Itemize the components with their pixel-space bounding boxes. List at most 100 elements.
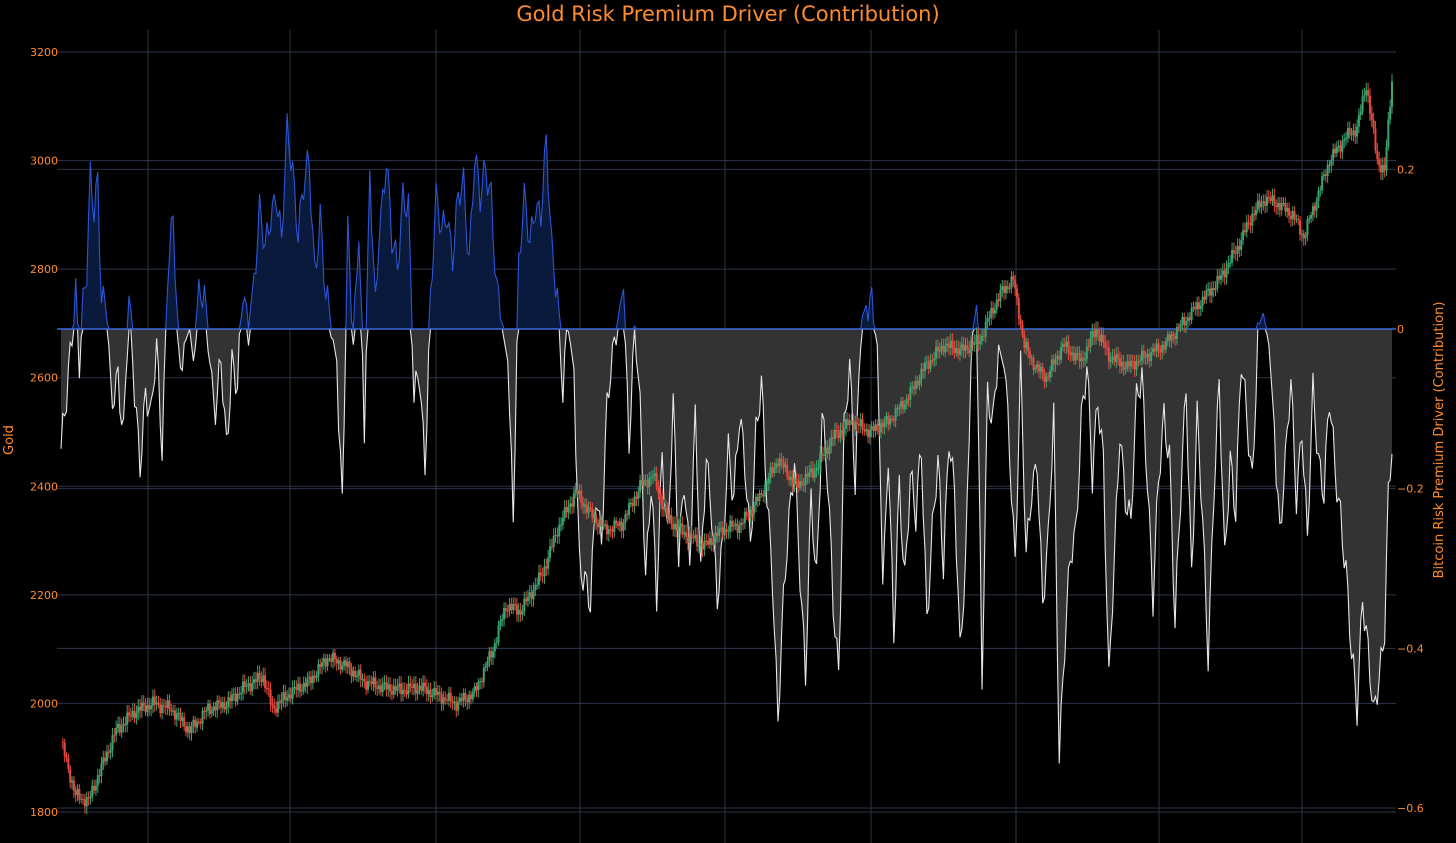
- candle-body: [683, 532, 686, 535]
- candle-body: [1249, 222, 1252, 226]
- candle-body: [1389, 107, 1392, 120]
- candle-body: [1157, 343, 1160, 350]
- candle-body: [225, 706, 228, 710]
- candle-body: [1140, 350, 1143, 361]
- candle-body: [488, 651, 491, 661]
- candle-body: [839, 429, 842, 438]
- candle-body: [583, 504, 586, 507]
- candle-body: [93, 785, 96, 791]
- candle-body: [859, 419, 862, 426]
- candle-body: [617, 524, 620, 526]
- candle-body: [841, 429, 844, 434]
- candle-body: [690, 533, 693, 538]
- candle-body: [657, 487, 660, 494]
- candle-body: [1142, 350, 1145, 358]
- candle-body: [968, 348, 971, 354]
- candle-body: [738, 525, 741, 533]
- candle-body: [870, 426, 873, 430]
- candle-body: [1207, 288, 1210, 291]
- candle-body: [536, 584, 539, 586]
- candle-body: [374, 677, 377, 688]
- candle-body: [670, 515, 673, 525]
- candle-body: [298, 683, 301, 692]
- candle-body: [1251, 213, 1254, 226]
- candle-body: [565, 507, 568, 513]
- candle-body: [157, 702, 160, 705]
- candle-body: [72, 780, 75, 791]
- candle-body: [1243, 230, 1246, 233]
- candle-body: [613, 520, 616, 532]
- candle-body: [830, 437, 833, 446]
- candle-body: [1365, 90, 1368, 96]
- candle-body: [1218, 275, 1221, 280]
- candle-body: [1115, 354, 1118, 363]
- candle-body: [146, 704, 149, 713]
- candle-body: [514, 603, 517, 605]
- candle-body: [321, 662, 324, 667]
- candle-body: [501, 619, 504, 621]
- candle-body: [242, 681, 245, 693]
- candle-body: [1133, 361, 1136, 370]
- candle-body: [922, 368, 925, 372]
- candle-body: [1208, 288, 1211, 296]
- candle-body: [1021, 324, 1024, 335]
- candle-body: [517, 609, 520, 615]
- candle-body: [567, 506, 570, 513]
- candle-body: [490, 651, 493, 658]
- candle-body: [867, 429, 870, 438]
- candle-body: [214, 706, 217, 711]
- candle-body: [988, 317, 991, 319]
- candle-body: [981, 335, 984, 342]
- candle-body: [1295, 219, 1298, 221]
- candle-body: [219, 702, 222, 708]
- candle-body: [85, 797, 88, 807]
- candle-body: [580, 490, 583, 504]
- candle-body: [1071, 352, 1074, 356]
- candle-body: [333, 652, 336, 659]
- candle-body: [1277, 203, 1280, 208]
- candle-body: [775, 463, 778, 468]
- y-tick-left-label: 2400: [30, 480, 58, 493]
- candle-body: [361, 679, 364, 681]
- candle-body: [302, 682, 305, 691]
- candle-body: [650, 477, 653, 479]
- candle-body: [1025, 341, 1028, 348]
- candle-body: [611, 529, 614, 532]
- candle-body: [721, 527, 724, 536]
- candle-body: [868, 429, 871, 438]
- candle-body: [403, 689, 406, 692]
- candle-body: [708, 538, 711, 545]
- candle-body: [392, 685, 395, 695]
- candle-body: [734, 523, 737, 526]
- candle-body: [412, 683, 415, 688]
- candle-body: [280, 699, 283, 704]
- y-axis-right-label: Bitcoin Risk Premium Driver (Contributio…: [1432, 302, 1447, 579]
- candle-body: [705, 540, 708, 542]
- candle-body: [883, 420, 886, 427]
- candle-body: [183, 717, 186, 727]
- candle-body: [317, 664, 320, 677]
- candle-body: [1056, 355, 1059, 359]
- candle-body: [764, 484, 767, 497]
- candle-body: [425, 686, 428, 695]
- candle-body: [655, 473, 658, 488]
- candle-body: [271, 703, 274, 706]
- candle-body: [1023, 334, 1026, 348]
- candle-body: [151, 696, 154, 706]
- candle-body: [732, 525, 735, 527]
- candle-body: [407, 683, 410, 695]
- candle-body: [953, 348, 956, 354]
- candle-body: [933, 358, 936, 361]
- candle-body: [1012, 276, 1015, 280]
- candle-body: [401, 689, 404, 695]
- candle-body: [1197, 302, 1200, 309]
- candle-body: [532, 589, 535, 600]
- candle-body: [262, 675, 265, 683]
- candle-body: [260, 678, 263, 683]
- candle-body: [1126, 361, 1129, 369]
- candle-body: [587, 507, 590, 513]
- candle-body: [447, 692, 450, 701]
- candle-body: [1015, 288, 1018, 298]
- candle-body: [144, 705, 147, 713]
- candle-body: [545, 566, 548, 569]
